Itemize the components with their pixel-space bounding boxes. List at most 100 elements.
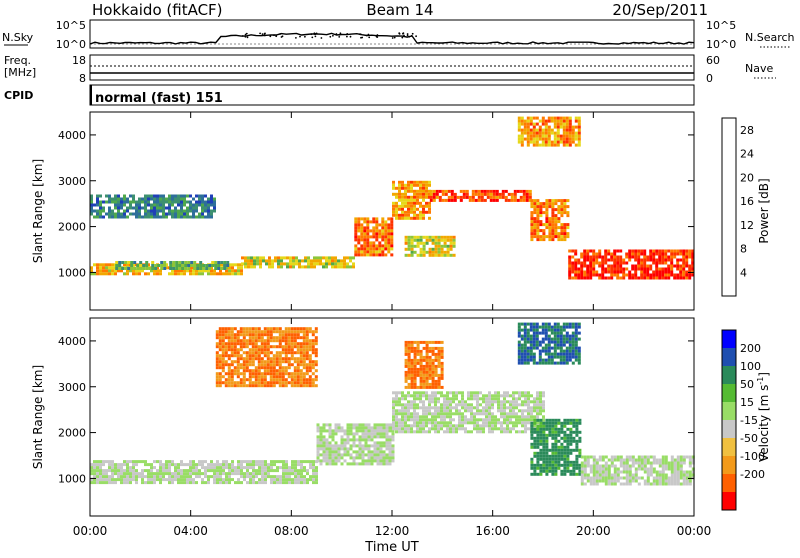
data-cell — [227, 369, 231, 373]
data-cell — [637, 467, 641, 471]
data-cell — [376, 429, 380, 433]
data-cell — [410, 403, 413, 407]
data-cell — [222, 478, 225, 482]
data-cell — [105, 472, 108, 476]
data-cell — [598, 473, 602, 477]
data-cell — [141, 215, 144, 219]
data-cell — [174, 472, 177, 476]
data-cell — [215, 366, 219, 370]
data-cell — [574, 137, 578, 141]
data-cell — [535, 346, 539, 350]
data-cell — [392, 204, 395, 208]
data-cell — [96, 215, 99, 219]
data-cell — [440, 238, 444, 242]
data-cell — [302, 378, 306, 382]
data-cell — [395, 397, 398, 401]
data-cell — [440, 253, 444, 257]
data-cell — [269, 369, 273, 373]
data-cell — [407, 364, 411, 368]
data-cell — [488, 403, 491, 407]
data-cell — [440, 247, 444, 251]
data-cell — [108, 200, 111, 204]
data-cell — [352, 265, 355, 269]
data-cell — [363, 253, 367, 257]
data-cell — [376, 423, 380, 427]
data-cell — [108, 206, 111, 210]
data-cell — [539, 418, 543, 422]
data-cell — [616, 276, 620, 280]
data-cell — [248, 375, 252, 379]
data-cell — [428, 400, 431, 404]
data-cell — [569, 460, 573, 464]
data-cell — [559, 122, 563, 126]
data-cell — [303, 460, 306, 464]
data-cell — [577, 270, 581, 274]
data-cell — [437, 340, 441, 344]
noise-search-dot — [406, 34, 409, 37]
data-cell — [401, 427, 404, 431]
data-cell — [207, 212, 210, 216]
data-cell — [270, 463, 273, 467]
data-cell — [216, 472, 219, 476]
data-cell — [242, 345, 246, 349]
data-cell — [293, 384, 297, 388]
data-cell — [334, 426, 338, 430]
data-cell — [171, 472, 174, 476]
data-cell — [434, 346, 438, 350]
data-cell — [120, 481, 123, 485]
data-cell — [364, 462, 368, 466]
data-cell — [231, 272, 234, 276]
data-cell — [192, 463, 195, 467]
data-cell — [319, 256, 322, 260]
data-cell — [643, 255, 647, 259]
data-cell — [390, 235, 394, 239]
data-cell — [117, 475, 120, 479]
data-cell — [544, 358, 548, 362]
data-cell — [296, 357, 300, 361]
data-cell — [518, 430, 521, 434]
data-cell — [533, 466, 537, 470]
data-cell — [533, 223, 537, 227]
data-cell — [536, 220, 540, 224]
data-cell — [517, 349, 521, 353]
data-cell — [425, 397, 428, 401]
data-cell — [539, 448, 543, 452]
data-cell — [395, 207, 398, 211]
data-cell — [308, 360, 312, 364]
data-cell — [676, 276, 680, 280]
data-cell — [410, 394, 413, 398]
data-cell — [174, 206, 177, 210]
data-cell — [513, 192, 517, 196]
data-cell — [625, 458, 629, 462]
data-cell — [184, 261, 188, 264]
data-cell — [311, 333, 315, 337]
data-cell — [455, 430, 458, 434]
data-cell — [428, 201, 431, 205]
data-cell — [604, 258, 608, 262]
data-cell — [370, 453, 374, 457]
data-cell — [422, 403, 425, 407]
data-cell — [523, 346, 527, 350]
data-cell — [416, 213, 419, 217]
data-cell — [583, 476, 587, 480]
data-cell — [536, 229, 540, 233]
data-cell — [619, 270, 623, 274]
data-cell — [544, 122, 548, 126]
data-cell — [483, 198, 487, 202]
data-cell — [476, 421, 479, 425]
data-cell — [357, 220, 361, 224]
data-cell — [311, 378, 315, 382]
data-cell — [279, 475, 282, 479]
data-cell — [622, 270, 626, 274]
data-cell — [670, 249, 674, 253]
data-cell — [240, 475, 243, 479]
data-cell — [284, 381, 288, 385]
data-cell — [251, 333, 255, 337]
data-cell — [532, 122, 536, 126]
data-cell — [401, 204, 404, 208]
data-cell — [236, 363, 240, 367]
data-cell — [685, 258, 689, 262]
data-cell — [607, 479, 611, 483]
data-cell — [658, 458, 662, 462]
data-cell — [557, 235, 561, 239]
